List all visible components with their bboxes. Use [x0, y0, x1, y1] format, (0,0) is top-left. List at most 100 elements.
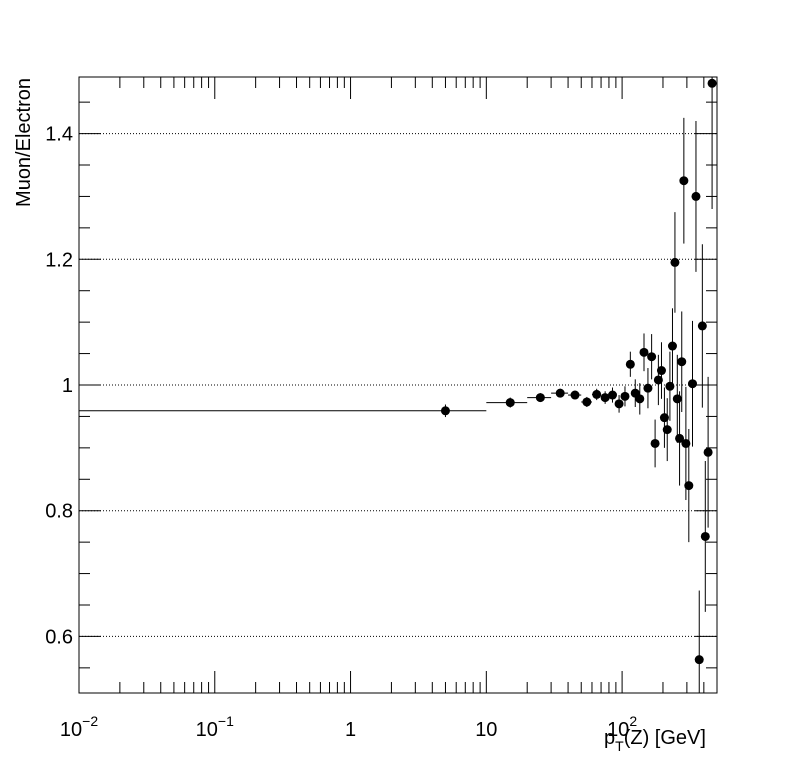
data-marker	[656, 366, 666, 376]
data-marker	[639, 347, 649, 357]
data-point	[681, 386, 691, 501]
y-gridlines	[79, 133, 717, 637]
data-marker	[535, 393, 545, 403]
y-tick-label: 1.2	[45, 249, 73, 271]
data-point	[650, 419, 660, 468]
y-tick-label: 1.4	[45, 124, 73, 146]
x-tick-label-base: 10	[60, 719, 82, 741]
data-point	[614, 395, 624, 413]
data-point	[551, 388, 569, 398]
x-tick-label: 102	[607, 713, 637, 741]
x-tick-label: 1	[345, 719, 356, 741]
data-point	[625, 351, 635, 377]
data-point	[647, 334, 657, 380]
data-point	[639, 333, 649, 372]
x-tick-label: 10−1	[196, 713, 234, 741]
data-marker	[653, 375, 663, 385]
data-marker	[620, 391, 630, 401]
data-marker	[665, 381, 675, 391]
data-point	[684, 429, 694, 543]
data-point	[700, 461, 710, 612]
x-tick-label-exponent: 2	[629, 713, 637, 729]
x-tick-label-exponent: −1	[218, 713, 234, 729]
x-tick-label-base: 10	[475, 719, 497, 741]
data-point	[643, 368, 653, 409]
data-marker	[650, 438, 660, 448]
data-marker	[570, 390, 580, 400]
data-marker	[681, 438, 691, 448]
x-tick-label: 10−2	[60, 713, 98, 741]
tick-labels: 0.60.811.21.410−2 10−1 1 10 102	[45, 124, 637, 741]
data-point	[608, 387, 618, 403]
data-marker	[643, 383, 653, 393]
data-marker	[505, 398, 515, 408]
data-marker	[555, 388, 565, 398]
data-point	[486, 397, 528, 408]
data-point	[581, 396, 592, 407]
data-marker	[684, 481, 694, 491]
data-point	[656, 342, 666, 399]
data-marker	[697, 321, 707, 331]
data-point	[687, 320, 697, 447]
x-axis-title-sub: T	[615, 738, 624, 754]
data-marker	[677, 357, 687, 367]
data-point	[691, 121, 701, 272]
data-point	[703, 376, 713, 528]
x-axis-title-rest: (Z) [GeV]	[624, 727, 706, 749]
x-tick-label-base: 10	[196, 719, 218, 741]
x-tick-label: 10	[475, 719, 497, 741]
data-marker	[614, 399, 624, 409]
data-point	[665, 351, 675, 421]
data-marker	[679, 176, 689, 186]
data-marker	[659, 413, 669, 423]
data-point	[675, 391, 685, 486]
data-point	[527, 393, 552, 403]
data-marker	[608, 390, 618, 400]
data-marker	[647, 352, 657, 362]
x-tick-label-base: 1	[345, 719, 356, 741]
data-marker	[592, 389, 602, 399]
data-marker	[703, 447, 713, 457]
data-marker	[672, 394, 682, 404]
data-point	[79, 404, 487, 418]
data-point	[667, 308, 677, 384]
x-axis-title-main: p	[604, 727, 615, 749]
data-point	[697, 244, 707, 408]
data-point	[600, 391, 610, 404]
data-marker	[625, 359, 635, 369]
data-marker	[687, 379, 697, 389]
data-point	[591, 388, 602, 401]
data-point	[568, 390, 582, 400]
y-tick-label: 1	[62, 375, 73, 397]
svg-text:pT(Z) [GeV]: pT(Z) [GeV]	[604, 727, 706, 754]
data-point	[662, 398, 672, 462]
data-point	[679, 117, 689, 244]
data-marker	[662, 425, 672, 435]
data-point	[677, 311, 687, 413]
data-point	[694, 590, 704, 693]
data-marker	[707, 78, 717, 88]
data-marker	[670, 257, 680, 267]
data-point	[670, 212, 680, 313]
data-marker	[667, 341, 677, 351]
data-marker	[440, 406, 450, 416]
data-point	[659, 387, 669, 448]
y-axis-title: Muon/Electron	[13, 78, 35, 207]
x-tick-label-exponent: −2	[82, 713, 98, 729]
y-tick-label: 0.8	[45, 501, 73, 523]
data-point	[707, 77, 717, 209]
data-point	[635, 383, 645, 415]
data-points	[79, 77, 717, 693]
y-tick-label: 0.6	[45, 626, 73, 648]
data-point	[620, 386, 630, 407]
data-marker	[635, 394, 645, 404]
x-axis-title: pT(Z) [GeV]	[604, 727, 706, 754]
data-marker	[675, 433, 685, 443]
data-marker	[582, 397, 592, 407]
data-marker	[600, 393, 610, 403]
data-point	[653, 354, 663, 406]
data-marker	[691, 191, 701, 201]
data-marker	[694, 655, 704, 665]
